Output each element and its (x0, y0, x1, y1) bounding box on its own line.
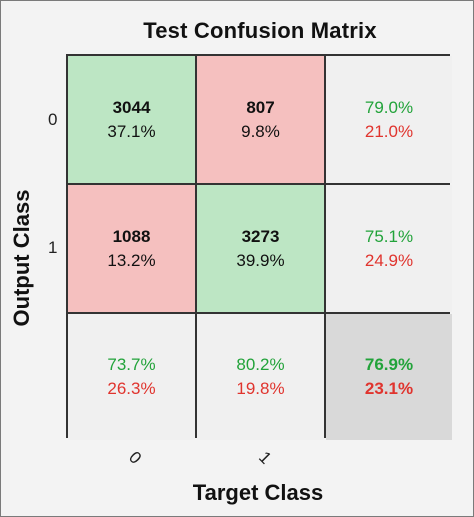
cell-count: 1088 (112, 226, 151, 246)
y-axis-label: Output Class (9, 189, 34, 327)
cell-percent: 37.1% (107, 121, 156, 141)
y-tick-label-0: 0 (48, 110, 58, 129)
confusion-matrix-grid: 3044 37.1% 807 9.8% 79.0% 21.0% 1088 13.… (66, 54, 452, 440)
y-tick-label-1: 1 (48, 238, 58, 257)
row-summary-1: 75.1% 24.9% (326, 185, 452, 312)
summary-incorrect: 26.3% (107, 379, 156, 398)
cell-1-1: 3273 39.9% (197, 185, 324, 312)
summary-incorrect: 21.0% (364, 121, 414, 141)
overall-incorrect: 23.1% (364, 379, 414, 398)
summary-correct: 80.2% (236, 355, 285, 374)
cell-percent: 9.8% (241, 121, 280, 141)
cell-count: 3044 (112, 97, 151, 117)
cell-count: 807 (246, 97, 275, 117)
summary-correct: 79.0% (364, 97, 414, 117)
cell-percent: 39.9% (236, 250, 285, 270)
cell-1-0: 1088 13.2% (68, 185, 195, 312)
summary-correct: 75.1% (364, 226, 414, 246)
column-summary-0: 73.7% 26.3% (68, 314, 195, 440)
cell-0-0: 3044 37.1% (68, 56, 195, 183)
summary-correct: 73.7% (107, 355, 156, 374)
summary-incorrect: 24.9% (364, 250, 414, 270)
overall-correct: 76.9% (364, 355, 414, 374)
column-summary-1: 80.2% 19.8% (197, 314, 324, 440)
overall-accuracy-cell: 76.9% 23.1% (326, 314, 452, 440)
cell-0-1: 807 9.8% (197, 56, 324, 183)
cell-percent: 13.2% (107, 250, 156, 270)
x-axis-label: Target Class (192, 480, 324, 505)
chart-title: Test Confusion Matrix (143, 18, 377, 43)
cell-count: 3273 (241, 226, 280, 246)
summary-incorrect: 19.8% (236, 379, 285, 398)
row-summary-0: 79.0% 21.0% (326, 56, 452, 183)
